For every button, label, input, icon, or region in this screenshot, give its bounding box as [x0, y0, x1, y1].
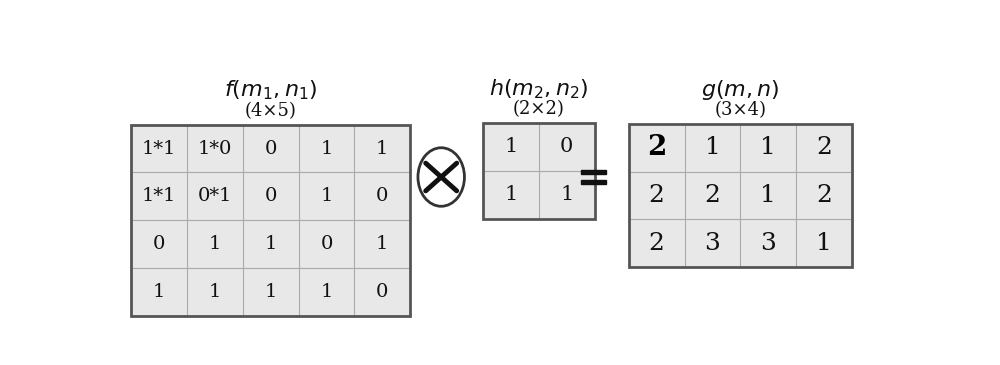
Bar	[131, 125, 410, 316]
Bar	[629, 124, 852, 267]
Text: 1: 1	[760, 136, 776, 159]
Text: 1: 1	[504, 138, 518, 157]
Bar	[581, 170, 606, 174]
Text: 2: 2	[816, 136, 832, 159]
Text: 1: 1	[209, 283, 221, 301]
Text: 0: 0	[265, 139, 277, 158]
Text: 0: 0	[153, 235, 165, 253]
Text: 1: 1	[209, 235, 221, 253]
Text: (2×2): (2×2)	[513, 100, 565, 119]
Text: 3: 3	[705, 232, 720, 255]
Text: 2: 2	[649, 232, 665, 255]
Text: (3×4): (3×4)	[714, 101, 766, 119]
Text: 1*0: 1*0	[198, 139, 232, 158]
Bar	[581, 180, 606, 184]
Text: 0*1: 0*1	[198, 187, 232, 205]
Text: 1: 1	[504, 185, 518, 204]
Text: $f(m_1,n_1)$: $f(m_1,n_1)$	[224, 79, 317, 102]
Text: 1*1: 1*1	[142, 187, 176, 205]
Text: 1: 1	[265, 235, 277, 253]
Text: 1: 1	[705, 136, 720, 159]
Bar	[629, 124, 852, 267]
Text: 1*1: 1*1	[142, 139, 176, 158]
Text: 1: 1	[265, 283, 277, 301]
Text: 2: 2	[816, 184, 832, 207]
Text: 1: 1	[153, 283, 165, 301]
Text: (4×5): (4×5)	[245, 102, 297, 120]
Text: 1: 1	[320, 283, 333, 301]
Bar	[131, 125, 410, 316]
Text: $g(m,n)$: $g(m,n)$	[701, 77, 780, 101]
Text: 0: 0	[560, 138, 573, 157]
Text: 0: 0	[376, 187, 388, 205]
Text: 2: 2	[649, 184, 665, 207]
Text: 0: 0	[265, 187, 277, 205]
Text: 1: 1	[560, 185, 573, 204]
Text: 1: 1	[816, 232, 832, 255]
Text: 1: 1	[760, 184, 776, 207]
Text: 1: 1	[376, 235, 388, 253]
Text: 0: 0	[320, 235, 333, 253]
Text: 2: 2	[647, 134, 666, 161]
Text: 1: 1	[376, 139, 388, 158]
Text: 3: 3	[760, 232, 776, 255]
Text: 1: 1	[320, 139, 333, 158]
Bar	[483, 123, 595, 219]
Text: 1: 1	[320, 187, 333, 205]
Bar	[483, 123, 595, 219]
Text: 2: 2	[705, 184, 720, 207]
Text: $h(m_2,n_2)$: $h(m_2,n_2)$	[489, 77, 589, 101]
Text: 0: 0	[376, 283, 388, 301]
